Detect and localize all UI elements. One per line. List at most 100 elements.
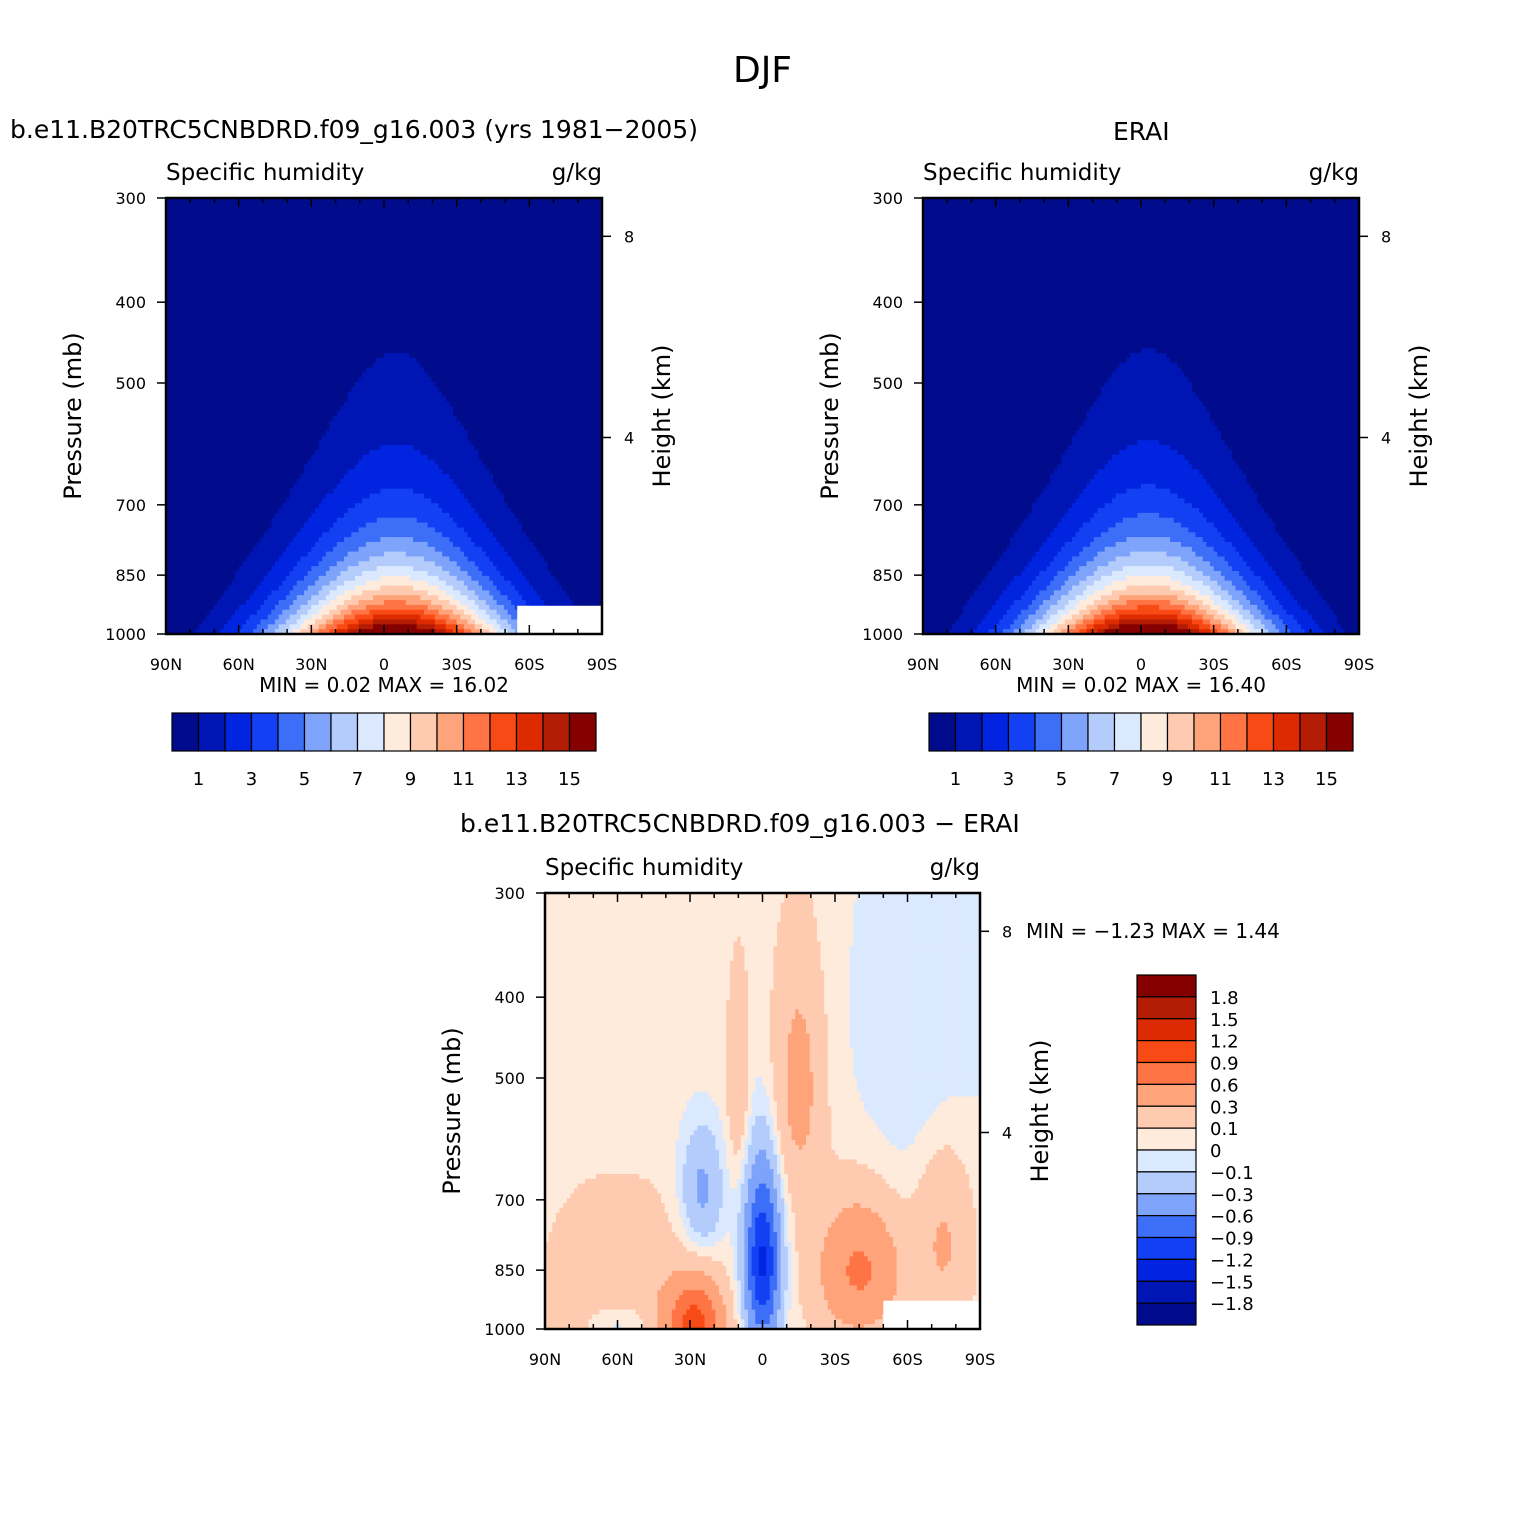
model-field-cell bbox=[402, 314, 407, 320]
model-field-cell bbox=[547, 386, 552, 393]
model-field-cell bbox=[213, 231, 218, 238]
model-field-cell bbox=[242, 319, 247, 325]
model-field-cell bbox=[583, 275, 589, 281]
model-field-cell bbox=[540, 231, 545, 238]
model-field-cell bbox=[514, 372, 520, 378]
model-field-cell bbox=[336, 231, 341, 238]
model-field-cell bbox=[365, 198, 371, 204]
model-field-cell bbox=[329, 391, 334, 398]
model-field-cell bbox=[540, 367, 545, 373]
model-field-cell bbox=[173, 382, 178, 388]
model-field-cell bbox=[384, 357, 389, 364]
model-field-cell bbox=[191, 227, 196, 233]
model-field-cell bbox=[187, 290, 193, 296]
model-field-cell bbox=[380, 328, 385, 335]
model-field-cell bbox=[529, 372, 534, 378]
model-field-cell bbox=[416, 367, 421, 373]
model-field-cell bbox=[340, 328, 345, 335]
model-field-cell bbox=[176, 338, 182, 344]
model-field-cell bbox=[354, 372, 360, 378]
model-field-cell bbox=[282, 231, 287, 238]
model-field-cell bbox=[591, 251, 596, 257]
model-field-cell bbox=[594, 212, 599, 218]
model-field-cell bbox=[591, 207, 596, 214]
model-field-cell bbox=[242, 323, 247, 330]
model-field-cell bbox=[594, 270, 599, 277]
model-field-cell bbox=[202, 343, 207, 349]
model-field-cell bbox=[598, 338, 603, 344]
model-field-cell bbox=[351, 314, 356, 320]
model-field-cell bbox=[583, 391, 589, 398]
model-field-cell bbox=[413, 386, 418, 393]
model-field-cell bbox=[474, 382, 480, 388]
model-field-cell bbox=[354, 202, 360, 209]
model-field-cell bbox=[224, 386, 229, 393]
model-field-cell bbox=[394, 217, 400, 223]
model-field-cell bbox=[478, 212, 483, 218]
model-field-cell bbox=[522, 299, 527, 306]
model-field-cell bbox=[311, 294, 316, 301]
model-field-cell bbox=[209, 217, 214, 223]
model-field-cell bbox=[202, 338, 207, 344]
model-field-cell bbox=[518, 372, 523, 378]
model-field-cell bbox=[249, 338, 254, 344]
model-field-cell bbox=[387, 260, 392, 267]
model-field-cell bbox=[166, 207, 171, 214]
model-field-cell bbox=[387, 202, 392, 209]
model-field-cell bbox=[522, 260, 527, 267]
model-field-cell bbox=[384, 319, 389, 325]
model-field-cell bbox=[195, 377, 200, 383]
model-field-cell bbox=[209, 275, 214, 281]
model-field-cell bbox=[507, 323, 512, 330]
model-field-cell bbox=[267, 227, 272, 233]
model-field-cell bbox=[365, 294, 371, 301]
model-field-cell bbox=[166, 309, 171, 315]
model-field-cell bbox=[420, 367, 425, 373]
model-field-cell bbox=[420, 222, 425, 228]
model-field-cell bbox=[231, 285, 236, 291]
model-field-cell bbox=[191, 299, 196, 306]
model-field-cell bbox=[205, 207, 211, 214]
model-field-cell bbox=[235, 275, 240, 281]
model-field-cell bbox=[275, 309, 280, 315]
model-field-cell bbox=[540, 391, 545, 398]
model-field-cell bbox=[351, 328, 356, 335]
model-field-cell bbox=[275, 382, 280, 388]
model-field-cell bbox=[325, 353, 331, 359]
model-field-cell bbox=[493, 323, 498, 330]
model-field-cell bbox=[558, 343, 563, 349]
model-field-cell bbox=[347, 285, 352, 291]
model-field-cell bbox=[285, 338, 291, 344]
model-field-cell bbox=[304, 377, 309, 383]
model-field-cell bbox=[176, 304, 182, 311]
model-field-cell bbox=[333, 222, 338, 228]
model-field-cell bbox=[402, 372, 407, 378]
model-field-cell bbox=[471, 265, 476, 272]
model-field-cell bbox=[369, 294, 374, 301]
model-field-cell bbox=[416, 353, 421, 359]
model-field-cell bbox=[405, 265, 411, 272]
model-field-cell bbox=[351, 231, 356, 238]
model-field-cell bbox=[278, 372, 283, 378]
model-field-cell bbox=[358, 227, 363, 233]
model-field-cell bbox=[235, 343, 240, 349]
model-field-cell bbox=[264, 353, 269, 359]
model-field-cell bbox=[583, 251, 589, 257]
model-field-cell bbox=[333, 372, 338, 378]
model-field-cell bbox=[347, 333, 352, 340]
model-field-cell bbox=[231, 333, 236, 340]
model-field-cell bbox=[416, 294, 421, 301]
model-field-cell bbox=[267, 348, 272, 354]
model-field-cell bbox=[282, 333, 287, 340]
model-field-cell bbox=[264, 396, 269, 403]
model-field-cell bbox=[249, 285, 254, 291]
model-field-cell bbox=[249, 348, 254, 354]
model-field-cell bbox=[245, 207, 251, 214]
model-field-cell bbox=[398, 396, 403, 403]
model-field-cell bbox=[434, 260, 440, 267]
model-field-cell bbox=[434, 294, 440, 301]
model-field-cell bbox=[191, 275, 196, 281]
model-field-cell bbox=[318, 236, 323, 243]
model-field-cell bbox=[296, 256, 302, 262]
model-field-cell bbox=[253, 343, 258, 349]
